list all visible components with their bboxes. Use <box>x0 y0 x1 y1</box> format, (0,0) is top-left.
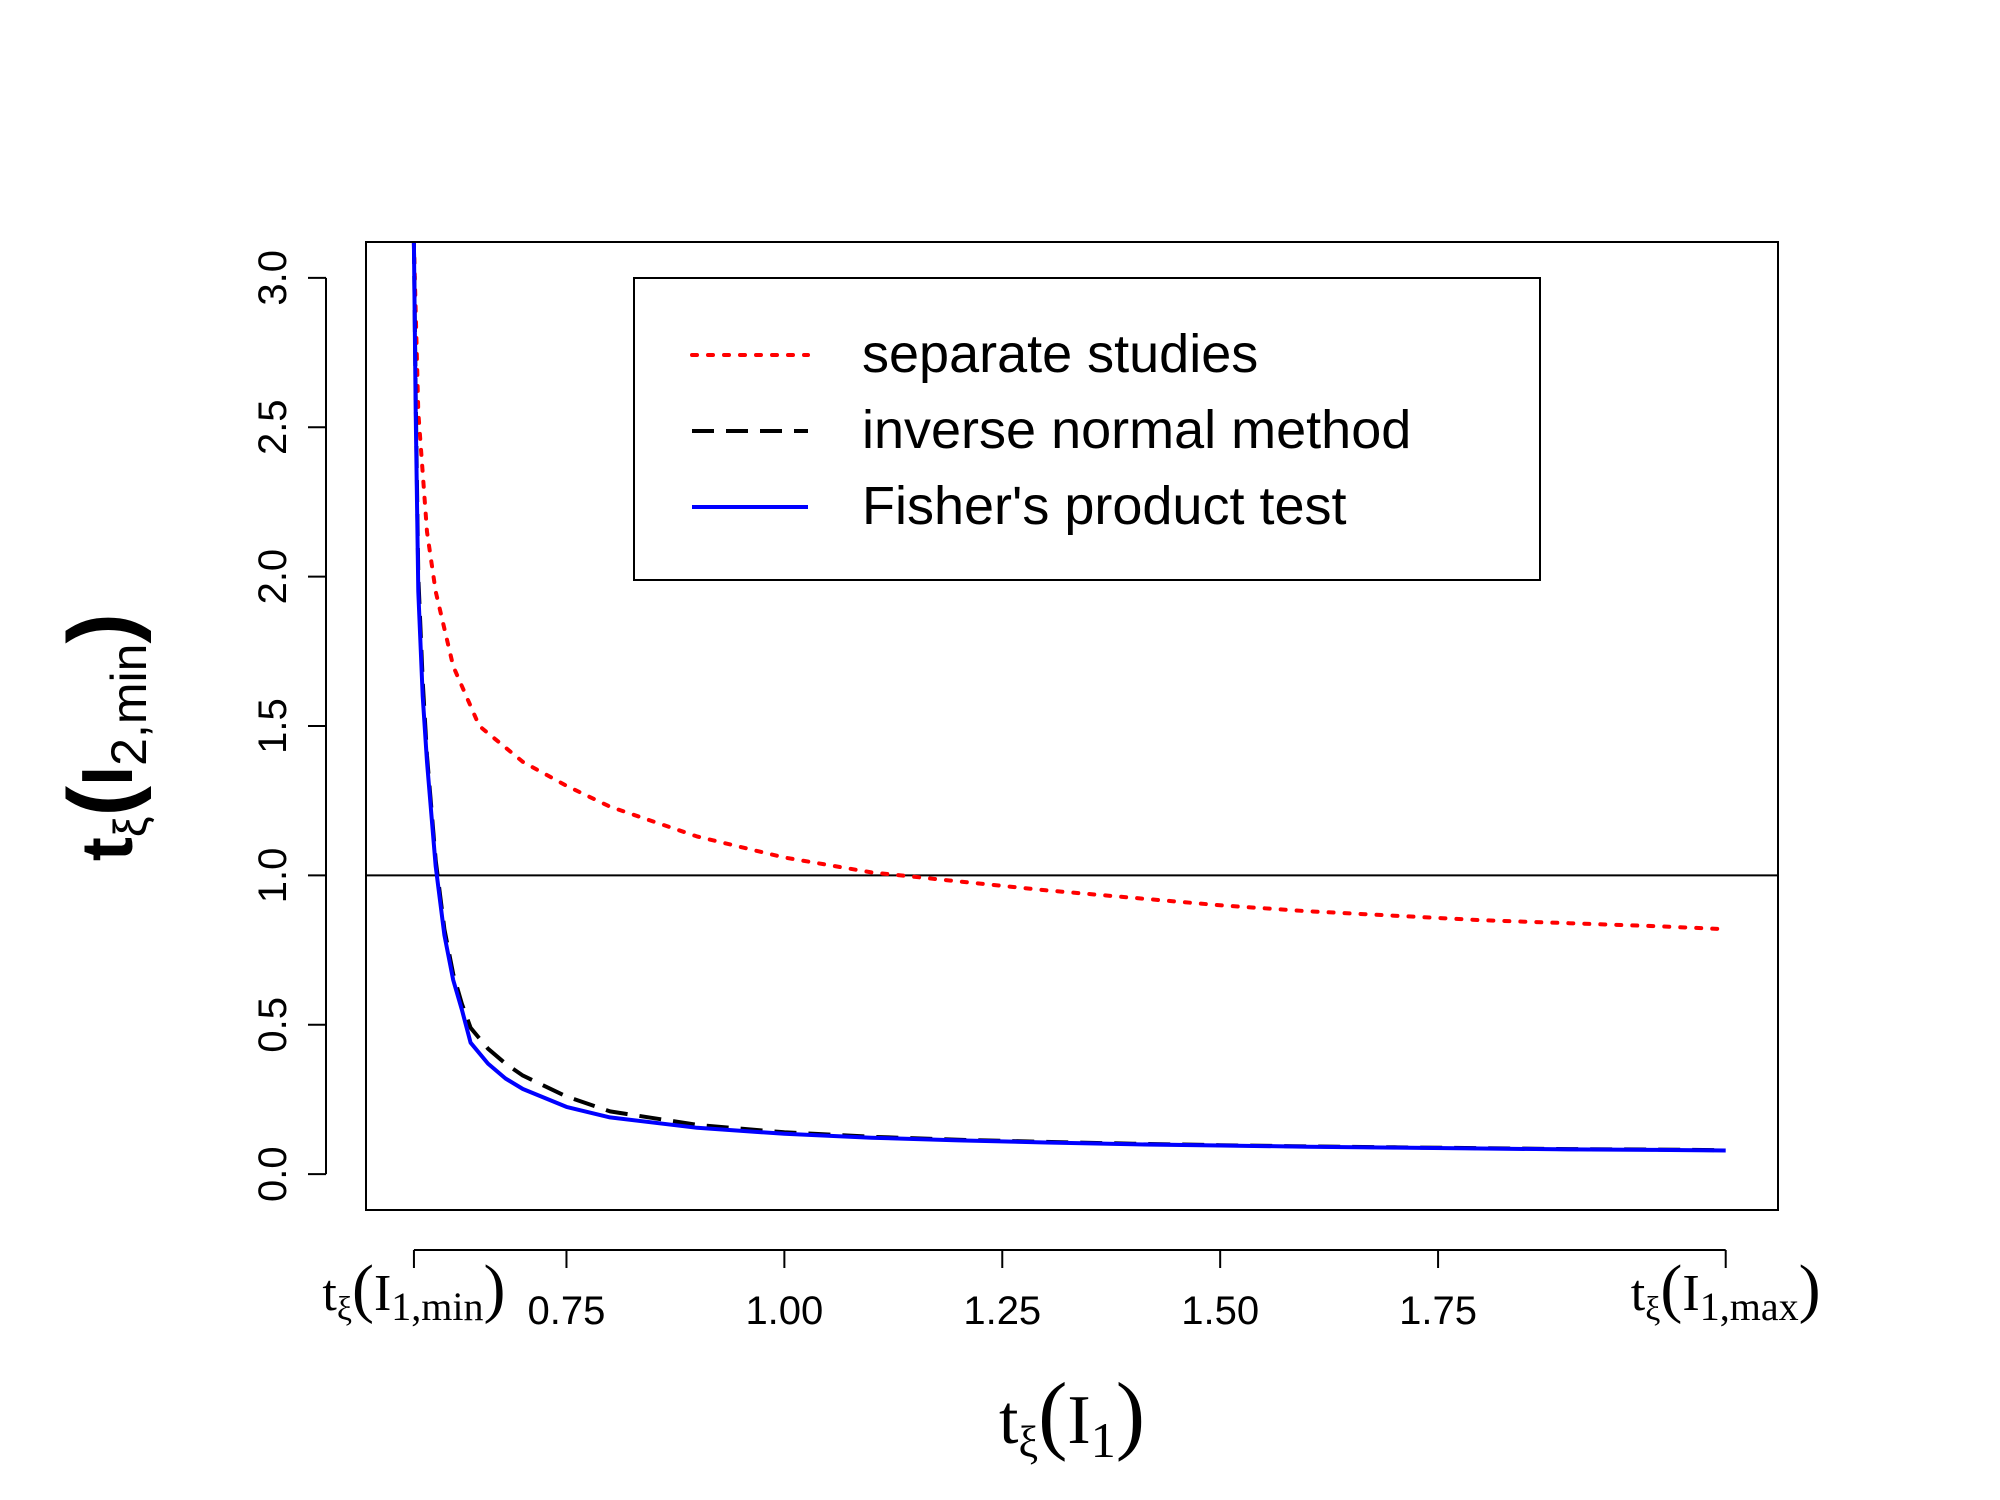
y-tick-label: 0.5 <box>251 997 295 1053</box>
legend-box <box>633 277 1541 581</box>
y-axis-title: tξ(I2,min) <box>50 613 157 861</box>
x-tick-label: 1.75 <box>1399 1289 1477 1333</box>
axis-titles: tξ(I1) tξ(I2,min) <box>50 613 1145 1468</box>
series-line-inverse-normal-method <box>411 242 1726 1153</box>
plot-frame <box>365 241 1779 1211</box>
axes: 0.75 1.00 1.25 1.50 1.75 tξ(I1,min) tξ(I1,max)… <box>251 241 1821 1333</box>
y-tick-label: 1.0 <box>251 848 295 904</box>
y-tick-label: 0.0 <box>251 1146 295 1202</box>
series-line-fisher-s-product-test <box>411 242 1726 1153</box>
x-label-min: tξ(I1,min) <box>322 1252 505 1329</box>
plot-area <box>366 242 1778 1153</box>
x-tick-label: 1.50 <box>1181 1289 1259 1333</box>
legend-label-fisher-s-product-test: Fisher's product test <box>862 476 1347 536</box>
y-tick-label: 1.5 <box>251 698 295 754</box>
y-tick-label: 2.5 <box>251 399 295 455</box>
y-tick-label: 3.0 <box>251 250 295 306</box>
series-line-separate-studies <box>411 242 1728 932</box>
legend: separate studies inverse normal method Fis… <box>633 277 1541 581</box>
series-group <box>366 242 1778 1153</box>
x-axis-title: tξ(I1) <box>999 1366 1145 1468</box>
legend-label-inverse-normal-method: inverse normal method <box>862 400 1411 460</box>
x-tick-label: 1.00 <box>745 1289 823 1333</box>
y-tick-label: 2.0 <box>251 549 295 605</box>
x-tick-label: 0.75 <box>528 1289 606 1333</box>
legend-label-separate-studies: separate studies <box>862 324 1258 384</box>
x-label-max: tξ(I1,max) <box>1631 1252 1821 1329</box>
x-tick-label: 1.25 <box>963 1289 1041 1333</box>
